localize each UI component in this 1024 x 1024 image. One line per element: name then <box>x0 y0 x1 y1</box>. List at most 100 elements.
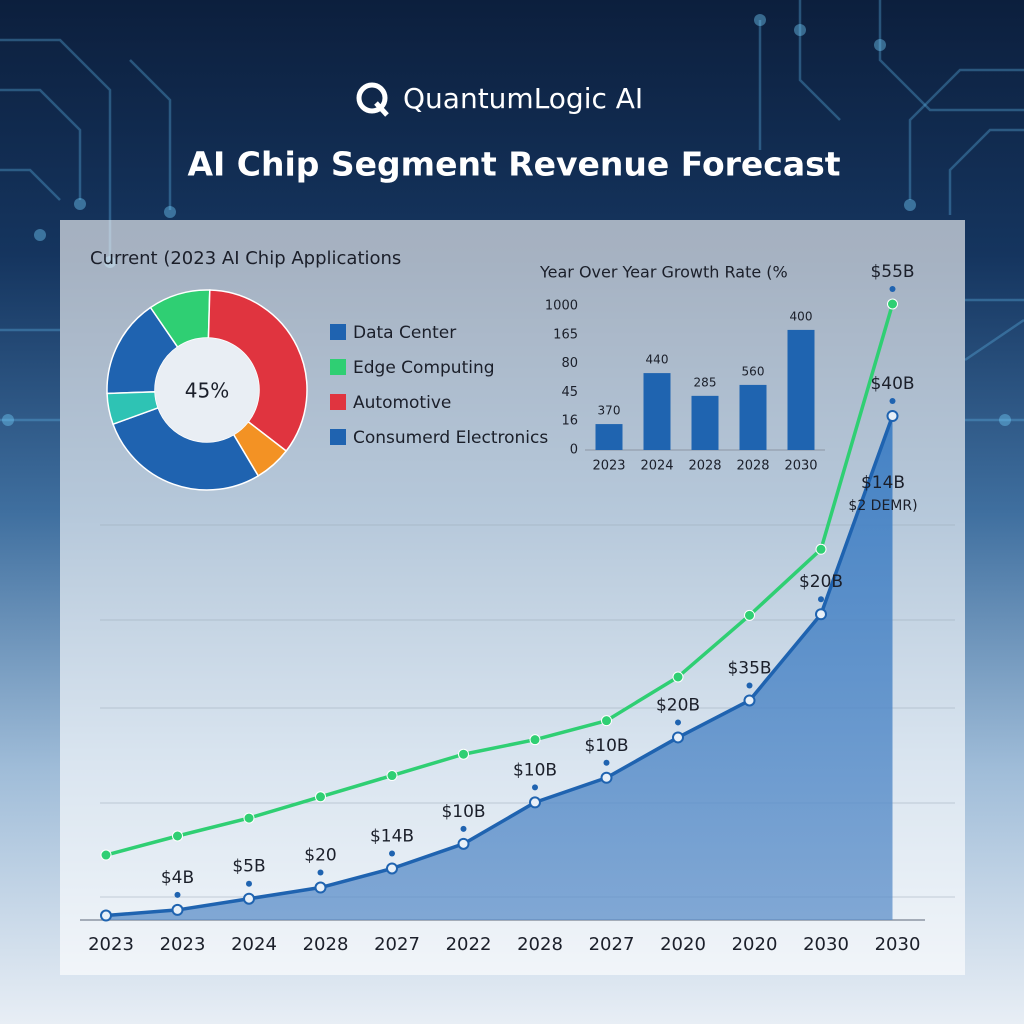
point <box>315 791 326 803</box>
point <box>815 608 827 621</box>
annotation-dot <box>317 869 324 876</box>
point <box>672 671 684 683</box>
y-tick-label: 16 <box>561 414 578 429</box>
y-tick-label: 0 <box>570 443 578 458</box>
bar-annotation: 285 <box>694 375 717 389</box>
line <box>105 303 895 857</box>
bar <box>595 424 623 450</box>
brand-logo-tail <box>374 101 389 117</box>
point <box>529 734 541 746</box>
data-annotation: $5B <box>232 857 265 877</box>
brand-name: QuantumLogic AI <box>403 82 643 115</box>
annotation-dot <box>675 719 681 726</box>
y-tick-label: 1000 <box>545 299 578 314</box>
legend-swatch <box>330 359 346 375</box>
area <box>106 416 893 920</box>
point <box>458 748 469 760</box>
point <box>243 892 255 905</box>
x-tick-label: 2023 <box>160 934 206 955</box>
annotation-dot <box>889 398 896 404</box>
data-annotation: $55B <box>870 262 914 282</box>
legend-label: Data Center <box>353 323 456 343</box>
data-annotation: $10B <box>513 760 557 780</box>
bar-title: Year Over Year Growth Rate (% <box>539 263 788 282</box>
point <box>887 298 898 310</box>
y-tick-label: 165 <box>553 327 578 342</box>
point <box>815 543 827 555</box>
brand: QuantumLogic AI <box>356 82 643 117</box>
point <box>243 812 255 824</box>
bar-annotation: 370 <box>598 404 621 418</box>
x-tick-label: 2024 <box>640 459 673 474</box>
point <box>601 715 612 727</box>
point <box>314 881 327 894</box>
note: $2 DEMR) <box>848 498 917 514</box>
x-tick-label: 2028 <box>736 459 769 474</box>
point <box>172 830 183 842</box>
point <box>600 771 613 784</box>
annotation-dot <box>532 784 538 791</box>
data-annotation: $20 <box>304 846 336 866</box>
point <box>886 410 899 422</box>
x-tick-label: 2020 <box>732 934 778 955</box>
annotation-dot <box>818 596 824 603</box>
page-title: AI Chip Segment Revenue Forecast <box>187 145 840 184</box>
point <box>529 796 541 809</box>
point <box>386 770 398 782</box>
data-annotation: $4B <box>161 868 194 888</box>
x-tick-label: 2020 <box>660 934 706 955</box>
bar <box>787 329 815 450</box>
data-annotation: $10B <box>584 736 628 756</box>
x-tick-label: 2022 <box>446 934 492 955</box>
y-tick-label: 45 <box>561 385 578 400</box>
annotation-dot <box>603 759 610 766</box>
point <box>386 862 398 875</box>
brand-logo <box>356 82 388 114</box>
data-annotation: $20B <box>799 572 843 592</box>
circuit-decoration <box>0 0 1024 426</box>
x-tick-label: 2028 <box>303 934 349 955</box>
point <box>171 903 184 916</box>
bar-annotation: 560 <box>742 364 765 378</box>
note: $14B <box>861 473 905 493</box>
annotation-dot <box>389 850 395 857</box>
point <box>743 694 756 707</box>
bar-annotation: 400 <box>790 309 813 323</box>
legend-label: Automotive <box>353 393 451 413</box>
bar-annotation: 440 <box>646 353 669 367</box>
legend-swatch <box>330 429 346 445</box>
annotation-dot <box>746 682 753 689</box>
data-annotation: $10B <box>441 802 485 822</box>
annotation-dot <box>889 286 896 292</box>
x-tick-label: 2028 <box>688 459 721 474</box>
point <box>457 837 470 850</box>
y-tick-label: 80 <box>561 356 578 371</box>
point <box>672 731 684 744</box>
bar <box>643 373 671 450</box>
x-tick-label: 2023 <box>88 934 134 955</box>
data-annotation: $20B <box>656 695 700 715</box>
x-tick-label: 2024 <box>231 934 277 955</box>
x-tick-label: 2030 <box>784 459 817 474</box>
legend-swatch <box>330 324 346 340</box>
bar <box>739 384 767 450</box>
legend-label: Consumerd Electronics <box>353 428 548 448</box>
point <box>100 909 112 922</box>
x-tick-label: 2027 <box>374 934 420 955</box>
x-tick-label: 2023 <box>592 459 625 474</box>
data-annotation: $35B <box>727 658 771 678</box>
donut-center-label: 45% <box>185 379 229 403</box>
donut-title: Current (2023 AI Chip Applications <box>90 248 401 269</box>
data-annotation: $40B <box>870 374 914 394</box>
bar <box>691 395 719 450</box>
annotation-dot <box>174 891 181 898</box>
x-tick-label: 2030 <box>803 934 849 955</box>
x-tick-label: 2028 <box>517 934 563 955</box>
line <box>105 415 895 918</box>
legend-swatch <box>330 394 346 410</box>
data-annotation: $14B <box>370 826 414 846</box>
point <box>100 849 112 861</box>
annotation-dot <box>460 825 467 832</box>
